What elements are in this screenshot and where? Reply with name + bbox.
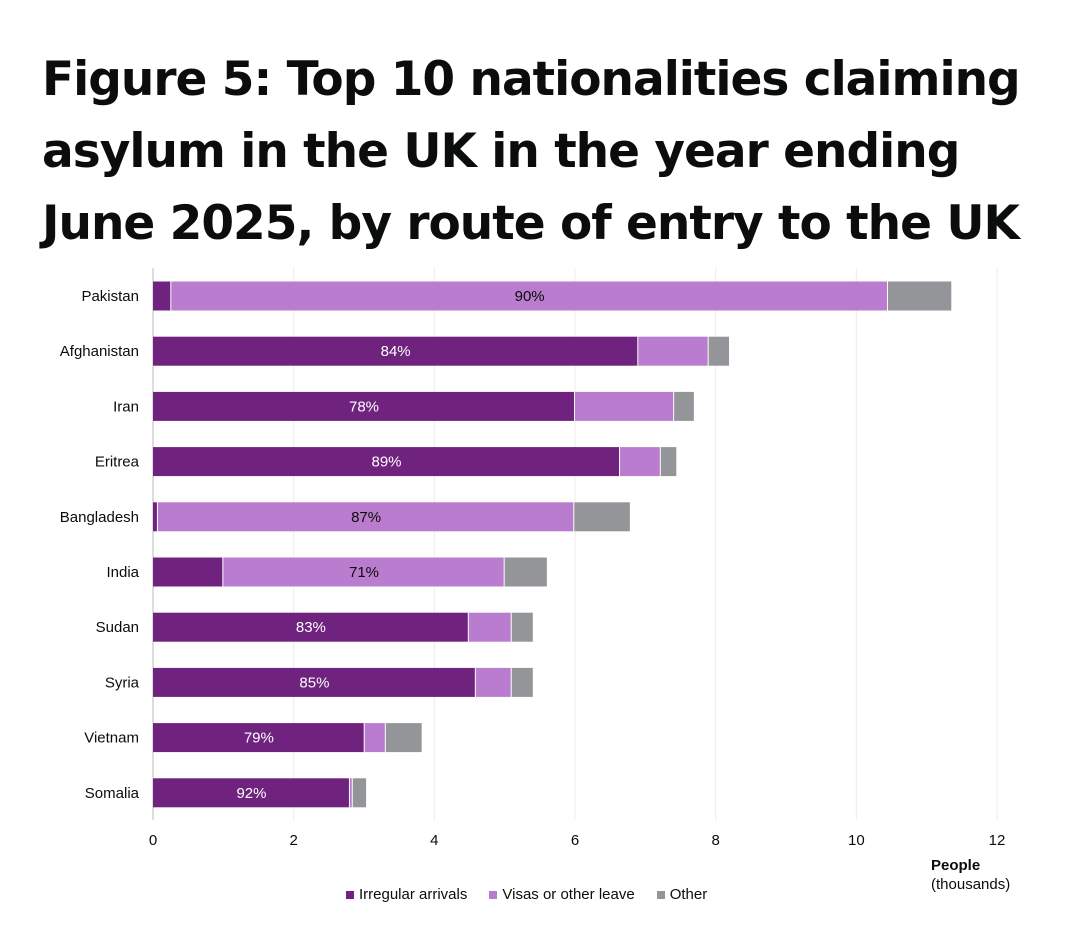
x-tick-label: 0 [149, 832, 157, 849]
data-label: 83% [296, 619, 326, 636]
data-label: 89% [371, 454, 401, 471]
legend-label: Other [669, 886, 708, 903]
data-label: 84% [381, 343, 411, 360]
bar-segment-irregular-arrivals [153, 612, 468, 642]
legend-item: Irregular arrivals [346, 886, 467, 903]
bar-segment-visas-or-other-leave [575, 391, 674, 421]
category-label: Pakistan [81, 288, 139, 305]
chart-title: Figure 5: Top 10 nationalities claiming … [42, 52, 1021, 251]
bar-segment-irregular-arrivals [153, 723, 364, 753]
legend-label: Visas or other leave [502, 886, 635, 903]
bar-segment-visas-or-other-leave [349, 778, 352, 808]
x-tick-label: 4 [430, 832, 438, 849]
legend-item: Visas or other leave [489, 886, 635, 903]
bar-segment-other [674, 391, 694, 421]
bar-segment-irregular-arrivals [153, 502, 157, 532]
data-label: 90% [515, 288, 545, 305]
legend-swatch [656, 890, 665, 899]
category-label: Afghanistan [60, 343, 139, 360]
x-tick-label: 10 [848, 832, 865, 849]
bar-segment-irregular-arrivals [153, 391, 574, 421]
data-label: 87% [351, 509, 381, 526]
x-tick-label: 8 [711, 832, 719, 849]
legend-swatch [489, 890, 498, 899]
bar-segment-visas-or-other-leave [157, 502, 574, 532]
legend: Irregular arrivals Visas or other leave Ot… [346, 886, 707, 903]
category-label: Sudan [96, 619, 139, 636]
bar-segment-other [887, 281, 952, 311]
bar-segment-visas-or-other-leave [171, 281, 887, 311]
category-label: Bangladesh [60, 509, 139, 526]
bar-segment-visas-or-other-leave [364, 723, 385, 753]
bar-segment-other [511, 667, 533, 697]
data-label: 79% [244, 730, 274, 747]
data-label: 85% [299, 674, 329, 691]
category-label: Syria [105, 674, 140, 691]
data-label: 78% [349, 398, 379, 415]
x-tick-label: 2 [289, 832, 297, 849]
category-label: Somalia [85, 785, 140, 802]
bar-segment-other [352, 778, 367, 808]
bar-segment-other [511, 612, 533, 642]
bar-segment-visas-or-other-leave [468, 612, 511, 642]
axis-label-title: People [931, 857, 981, 874]
bar-segment-other [574, 502, 630, 532]
legend-label: Irregular arrivals [359, 886, 468, 903]
x-tick-label: 6 [571, 832, 579, 849]
data-label: 92% [236, 785, 266, 802]
bar-segment-other [504, 557, 547, 587]
bar-segment-irregular-arrivals [153, 667, 475, 697]
bar-segment-irregular-arrivals [153, 778, 349, 808]
legend-item: Other [656, 886, 708, 903]
x-tick-label: 12 [989, 832, 1006, 849]
bar-segment-visas-or-other-leave [638, 336, 708, 366]
bar-segment-visas-or-other-leave [620, 447, 660, 477]
category-label: Iran [113, 398, 139, 415]
category-label: India [106, 564, 139, 581]
bar-segment-irregular-arrivals [153, 447, 620, 477]
bar-segment-other [385, 723, 422, 753]
bar-segment-visas-or-other-leave [475, 667, 511, 697]
category-label: Eritrea [95, 454, 140, 471]
bar-segment-visas-or-other-leave [223, 557, 504, 587]
bar-segment-irregular-arrivals [153, 557, 223, 587]
bar-segment-other [708, 336, 730, 366]
bar-segment-other [660, 447, 677, 477]
bar-segment-irregular-arrivals [153, 281, 171, 311]
axis-label-unit: (thousands) [931, 876, 1011, 893]
bar-segment-irregular-arrivals [153, 336, 638, 366]
axis-label: People (thousands) [931, 856, 1010, 894]
legend-swatch [346, 890, 354, 899]
data-label: 71% [349, 564, 379, 581]
category-label: Vietnam [84, 730, 139, 747]
